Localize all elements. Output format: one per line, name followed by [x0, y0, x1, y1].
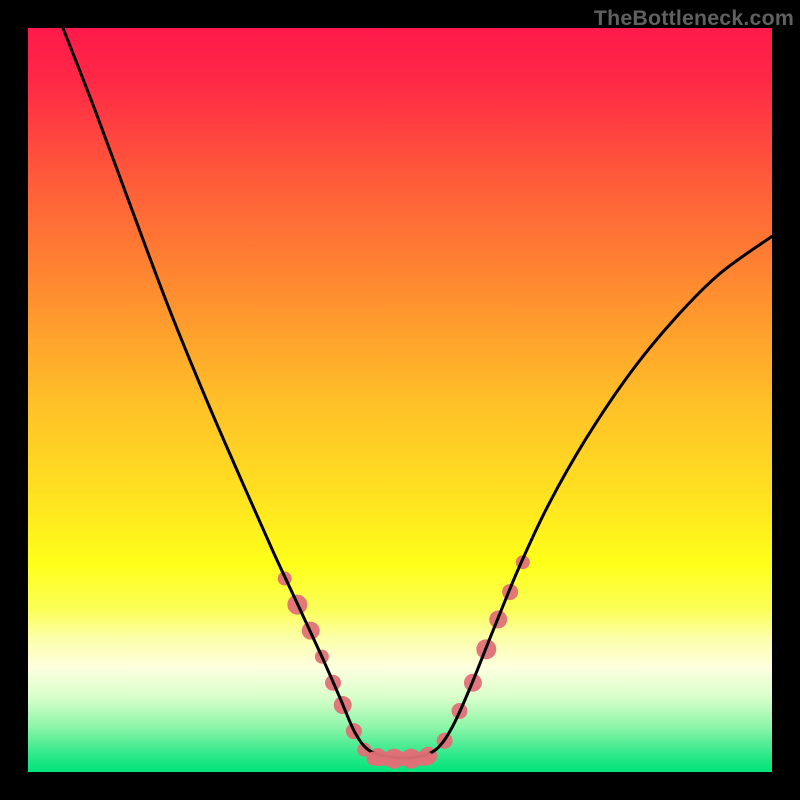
chart-frame: TheBottleneck.com	[0, 0, 800, 800]
plot-area	[28, 28, 772, 772]
data-markers	[278, 555, 530, 768]
bottleneck-curve	[63, 28, 772, 758]
curve-layer	[28, 28, 772, 772]
floor-marker-bar	[367, 752, 434, 766]
watermark-text: TheBottleneck.com	[594, 6, 794, 31]
